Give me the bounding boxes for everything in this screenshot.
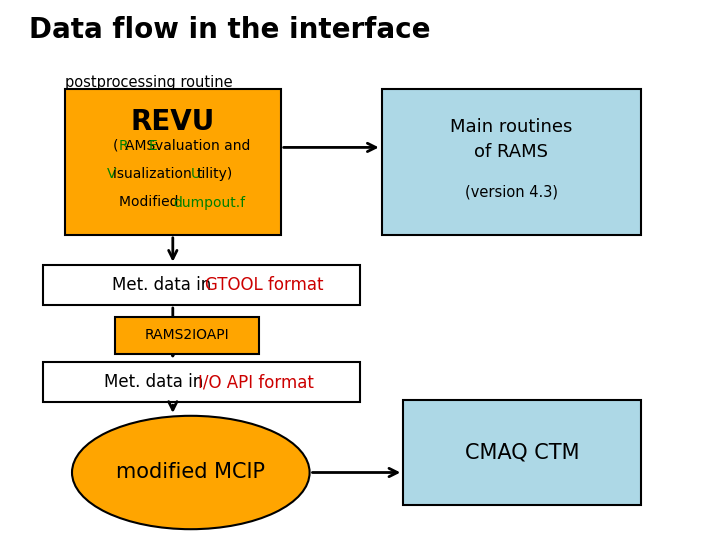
Text: Met. data in: Met. data in xyxy=(112,276,216,294)
Text: Main routines: Main routines xyxy=(450,118,572,136)
FancyBboxPatch shape xyxy=(115,317,259,354)
Ellipse shape xyxy=(72,416,310,529)
Text: Data flow in the interface: Data flow in the interface xyxy=(29,16,431,44)
Text: E: E xyxy=(149,139,158,153)
Text: U: U xyxy=(191,167,201,181)
FancyBboxPatch shape xyxy=(382,89,641,235)
Text: of RAMS: of RAMS xyxy=(474,143,548,161)
Text: RAMS2IOAPI: RAMS2IOAPI xyxy=(145,328,230,342)
Text: I/O API format: I/O API format xyxy=(198,373,314,391)
Text: V: V xyxy=(107,167,117,181)
Text: Modified: Modified xyxy=(119,195,183,210)
Text: GTOOL format: GTOOL format xyxy=(205,276,324,294)
Text: valuation and: valuation and xyxy=(155,139,250,153)
FancyBboxPatch shape xyxy=(65,89,281,235)
Text: (version 4.3): (version 4.3) xyxy=(464,184,558,199)
FancyBboxPatch shape xyxy=(43,265,360,305)
FancyBboxPatch shape xyxy=(43,362,360,402)
Text: AMS: AMS xyxy=(125,139,159,153)
Text: isualization: isualization xyxy=(113,167,196,181)
Text: dumpout.f: dumpout.f xyxy=(173,195,245,210)
Text: modified MCIP: modified MCIP xyxy=(117,462,265,483)
Text: CMAQ CTM: CMAQ CTM xyxy=(464,442,580,462)
Text: tility): tility) xyxy=(197,167,233,181)
FancyBboxPatch shape xyxy=(403,400,641,505)
Text: Met. data in: Met. data in xyxy=(104,373,209,391)
Text: postprocessing routine: postprocessing routine xyxy=(65,75,233,90)
Text: REVU: REVU xyxy=(130,108,215,136)
Text: (: ( xyxy=(113,139,118,153)
Text: R: R xyxy=(119,139,128,153)
